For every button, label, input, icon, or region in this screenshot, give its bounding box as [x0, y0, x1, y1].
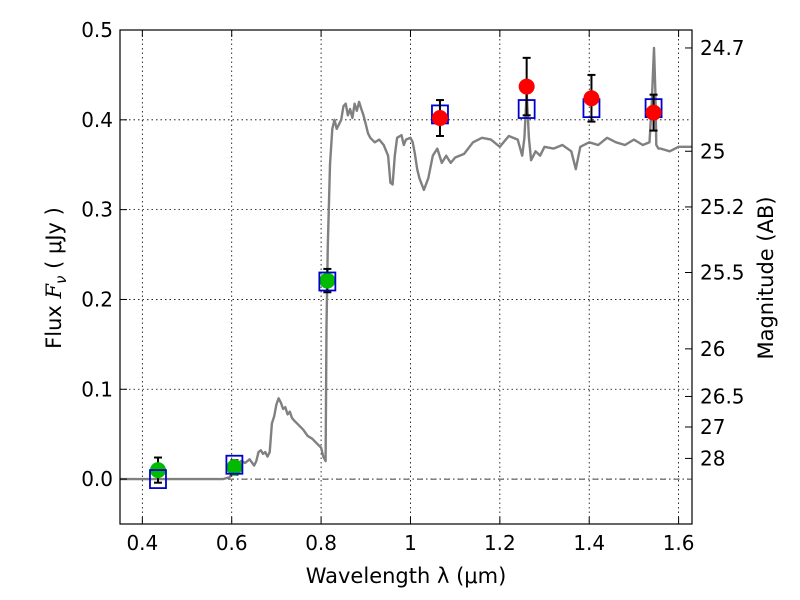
y-tick-label: 0.3 — [81, 198, 113, 222]
x-tick-label: 1.4 — [573, 531, 605, 555]
magnitude-tick-label: 25 — [700, 139, 725, 163]
model-band-square — [318, 271, 337, 292]
data-points — [149, 56, 663, 489]
magnitude-tick-label: 27 — [700, 415, 725, 439]
magnitude-axis-label: Magnitude (AB) — [754, 196, 778, 359]
photometry-point — [319, 272, 336, 289]
y-tick-label: 0.1 — [81, 377, 113, 401]
plot-frame — [119, 29, 693, 525]
magnitude-tick-label: 28 — [700, 446, 725, 470]
sed-model-line — [120, 46, 692, 481]
photometry-point — [226, 459, 243, 476]
x-tick-label: 1.2 — [484, 531, 516, 555]
magnitude-tick-label: 25.5 — [700, 261, 745, 285]
x-tick-label: 0.4 — [126, 531, 158, 555]
x-tick-label: 1 — [404, 531, 417, 555]
x-tick-label: 0.6 — [216, 531, 248, 555]
magnitude-tick-label: 26.5 — [700, 384, 745, 408]
photometry-point — [645, 104, 662, 121]
y-tick-label: 0.0 — [81, 467, 113, 491]
photometry-point — [431, 110, 448, 127]
x-axis-label: Wavelength λ (μm) — [306, 564, 507, 588]
axis-ticks: 0.4 0.6 0.8 1 1.2 1.4 1.6 0.0 0.1 0.2 0.3 0.4 0.5 24.… — [81, 18, 744, 555]
model-band-square — [225, 454, 244, 475]
y-tick-label: 0.2 — [81, 287, 113, 311]
photometry-point — [583, 90, 600, 107]
x-tick-label: 1.6 — [663, 531, 695, 555]
photometry-point — [518, 78, 535, 95]
y-tick-label: 0.5 — [81, 18, 113, 42]
y-axis-label: Flux Fν ( μJy ) — [42, 207, 70, 349]
grid-lines — [120, 29, 692, 524]
x-tick-label: 0.8 — [305, 531, 337, 555]
y-axis-label-prefix: Flux — [42, 299, 66, 349]
magnitude-tick-label: 25.2 — [700, 195, 745, 219]
y-tick-label: 0.4 — [81, 108, 113, 132]
magnitude-tick-label: 26 — [700, 337, 725, 361]
model-band-square — [149, 469, 167, 489]
y-axis-label-units: ( μJy ) — [42, 207, 66, 275]
y-axis-label-subscript: ν — [52, 276, 70, 284]
magnitude-tick-label: 24.7 — [700, 36, 745, 60]
y-axis-label-symbol: F — [42, 283, 66, 300]
